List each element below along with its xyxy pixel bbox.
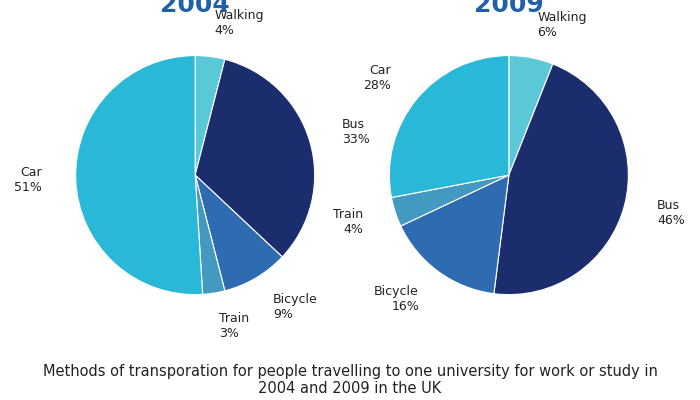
Title: 2004: 2004	[160, 0, 230, 17]
Text: Car
28%: Car 28%	[363, 64, 391, 92]
Text: Bus
46%: Bus 46%	[657, 199, 685, 227]
Wedge shape	[195, 175, 225, 294]
Wedge shape	[195, 56, 225, 175]
Text: Walking
4%: Walking 4%	[214, 9, 264, 37]
Wedge shape	[195, 175, 282, 291]
Text: Car
51%: Car 51%	[15, 166, 42, 194]
Wedge shape	[509, 56, 553, 175]
Text: Train
3%: Train 3%	[219, 312, 249, 340]
Text: Bus
33%: Bus 33%	[342, 118, 370, 146]
Wedge shape	[391, 175, 509, 226]
Text: Methods of transporation for people travelling to one university for work or stu: Methods of transporation for people trav…	[43, 364, 657, 396]
Text: Train
4%: Train 4%	[333, 208, 363, 236]
Wedge shape	[400, 175, 509, 294]
Text: Walking
6%: Walking 6%	[538, 11, 587, 39]
Wedge shape	[195, 59, 315, 257]
Text: Bicycle
16%: Bicycle 16%	[374, 285, 419, 313]
Title: 2009: 2009	[474, 0, 544, 17]
Wedge shape	[76, 56, 203, 295]
Wedge shape	[389, 56, 509, 198]
Text: Bicycle
9%: Bicycle 9%	[273, 293, 318, 321]
Wedge shape	[494, 64, 629, 295]
